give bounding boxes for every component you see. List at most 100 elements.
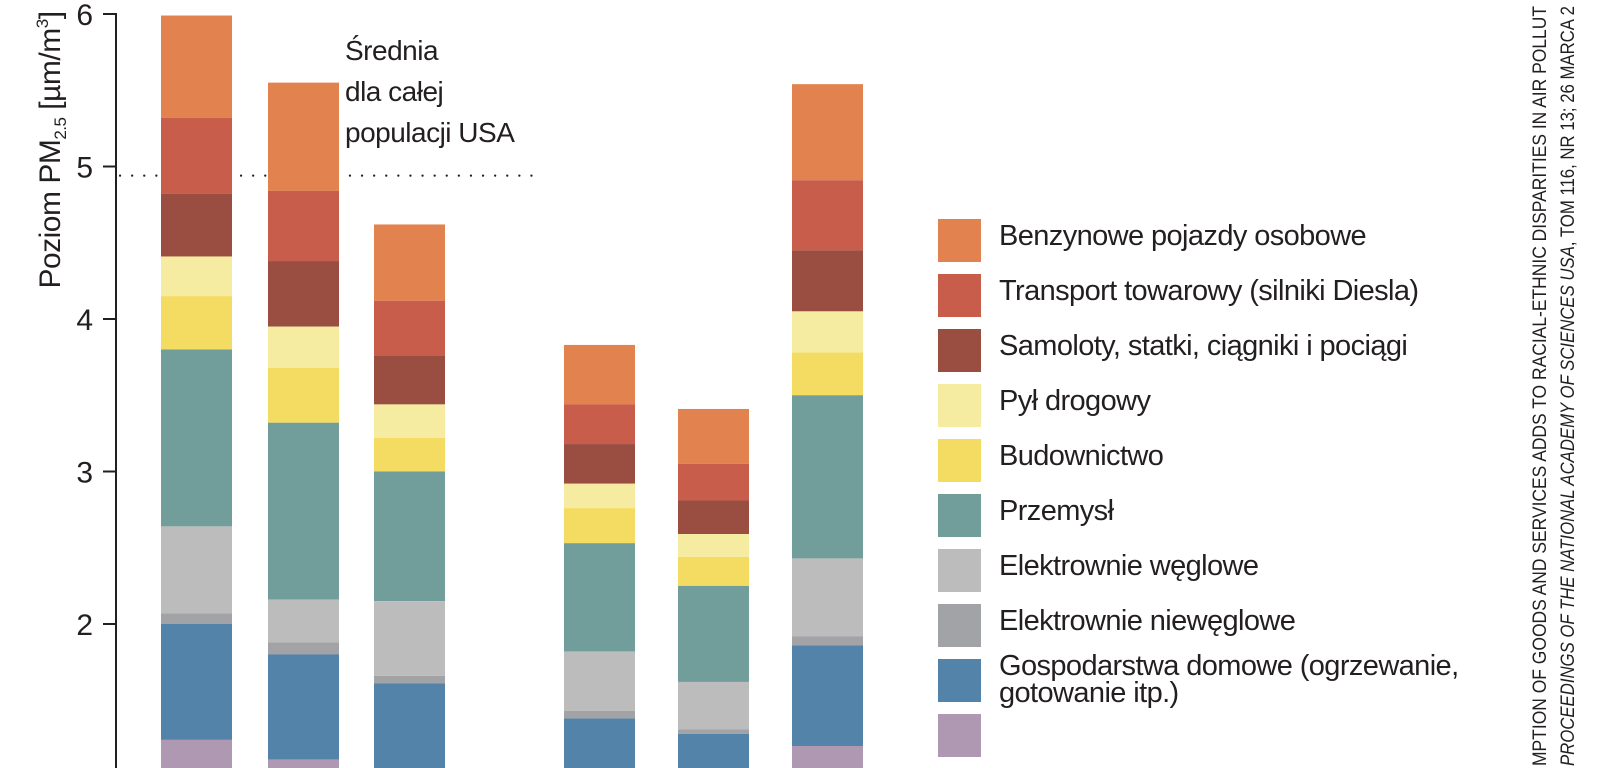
bar-5-segment-5: [678, 556, 749, 586]
bar-2-segment-9: [268, 654, 339, 760]
bar-2-segment-7: [268, 599, 339, 643]
bar-3-segment-1: [374, 224, 445, 301]
legend-swatch: [938, 384, 981, 427]
bar-4-segment-6: [564, 543, 635, 652]
bar-5-segment-3: [678, 500, 749, 535]
source-journal: PROCEEDINGS OF THE NATIONAL ACADEMY OF S…: [1558, 246, 1579, 766]
legend-label: Elektrownie węglowe: [999, 550, 1259, 582]
legend-item: Transport towarowy (silniki Diesla): [938, 274, 1578, 317]
bar-5-segment-1: [678, 408, 749, 464]
bar-4-segment-4: [564, 483, 635, 509]
legend-label: Elektrownie niewęglowe: [999, 605, 1296, 637]
bar-2-segment-5: [268, 367, 339, 423]
bar-1-segment-6: [161, 349, 232, 527]
y-axis-label-superscript: 3: [33, 19, 52, 29]
legend-swatch: [938, 714, 981, 757]
bar-6-segment-3: [792, 250, 863, 312]
source-issue: , TOM 116, NR 13; 26 MARCA 2: [1558, 6, 1579, 246]
source-line-2: PROCEEDINGS OF THE NATIONAL ACADEMY OF S…: [1558, 6, 1579, 766]
y-axis-label-subscript: 2.5: [51, 117, 70, 140]
legend-item: Budownictwo: [938, 439, 1578, 482]
bar-3-segment-6: [374, 471, 445, 602]
legend-swatch: [938, 274, 981, 317]
legend-item: Benzynowe pojazdy osobowe: [938, 219, 1578, 262]
bar-5-segment-7: [678, 681, 749, 730]
y-axis-label: Poziom PM2.5 [µm/m3]: [33, 11, 71, 288]
bar-3-segment-5: [374, 437, 445, 472]
bar-2-segment-1: [268, 82, 339, 191]
bar-1-segment-3: [161, 193, 232, 257]
legend-label: Budownictwo: [999, 440, 1164, 472]
legend-swatch: [938, 439, 981, 482]
legend-item: Elektrownie niewęglowe: [938, 604, 1578, 647]
bar-4-segment-9: [564, 718, 635, 768]
bar-1-segment-1: [161, 15, 232, 118]
bar-3-segment-3: [374, 355, 445, 405]
bar-3-segment-8: [374, 675, 445, 684]
bar-6-segment-7: [792, 558, 863, 637]
bar-6-segment-1: [792, 84, 863, 181]
bar-4-segment-2: [564, 404, 635, 445]
legend-swatch: [938, 219, 981, 262]
bar-3-segment-7: [374, 601, 445, 676]
bar-2-segment-6: [268, 422, 339, 600]
legend-label: Pył drogowy: [999, 385, 1151, 417]
bar-1-segment-7: [161, 526, 232, 614]
y-tick-label: 4: [76, 304, 93, 337]
bar-1-segment-8: [161, 613, 232, 624]
y-tick-label: 3: [76, 457, 93, 490]
legend-item: Przemysł: [938, 494, 1578, 537]
legend-item: Elektrownie węglowe: [938, 549, 1578, 592]
bar-2-segment-10: [268, 759, 339, 768]
bar-6-segment-8: [792, 636, 863, 646]
bar-6-segment-6: [792, 395, 863, 559]
bar-5-segment-9: [678, 733, 749, 768]
legend-label: Gospodarstwa domowe (ogrzewanie, gotowan…: [999, 650, 1459, 709]
bar-4-segment-7: [564, 651, 635, 711]
bar-2-segment-8: [268, 642, 339, 655]
y-axis-label-unit: [µm/m: [34, 28, 67, 118]
bar-1-segment-2: [161, 117, 232, 194]
bar-6-segment-10: [792, 746, 863, 768]
source-credit: MPTION OF GOODS AND SERVICES ADDS TO RAC…: [1530, 6, 1579, 766]
legend-swatch: [938, 329, 981, 372]
bar-5-segment-6: [678, 585, 749, 682]
legend-label: Benzynowe pojazdy osobowe: [999, 220, 1367, 252]
bar-3-segment-4: [374, 404, 445, 438]
bar-6-segment-9: [792, 645, 863, 746]
y-tick-label: 5: [76, 152, 93, 185]
legend-item: Pył drogowy: [938, 384, 1578, 427]
legend-swatch: [938, 494, 981, 537]
bar-6-segment-5: [792, 352, 863, 396]
bar-2-segment-4: [268, 326, 339, 368]
legend-label: Samoloty, statki, ciągniki i pociągi: [999, 330, 1408, 362]
bar-1-segment-4: [161, 256, 232, 297]
y-tick-label: 6: [76, 0, 93, 32]
y-axis-label-main: Poziom PM: [34, 139, 67, 289]
y-axis-label-unit-close: ]: [34, 11, 67, 20]
bar-5-segment-8: [678, 729, 749, 734]
bar-4-segment-3: [564, 444, 635, 484]
bar-2-segment-3: [268, 261, 339, 327]
legend-label: Transport towarowy (silniki Diesla): [999, 275, 1419, 307]
bar-3-segment-2: [374, 300, 445, 356]
bar-3-segment-9: [374, 683, 445, 768]
legend-swatch: [938, 604, 981, 647]
legend-item: [938, 714, 1578, 757]
bar-4-segment-5: [564, 508, 635, 544]
bar-6-segment-4: [792, 311, 863, 353]
legend-item: Samoloty, statki, ciągniki i pociągi: [938, 329, 1578, 372]
bar-6-segment-2: [792, 180, 863, 251]
legend-item: Gospodarstwa domowe (ogrzewanie, gotowan…: [938, 652, 1578, 708]
average-annotation: Średnia dla całej populacji USA: [345, 35, 515, 148]
bar-4-segment-8: [564, 710, 635, 719]
source-line-1: MPTION OF GOODS AND SERVICES ADDS TO RAC…: [1530, 6, 1551, 766]
bar-4-segment-1: [564, 344, 635, 405]
bar-1-segment-9: [161, 624, 232, 740]
bar-5-segment-2: [678, 463, 749, 501]
bar-1-segment-10: [161, 739, 232, 768]
legend-swatch: [938, 659, 981, 702]
bar-5-segment-4: [678, 534, 749, 557]
y-tick-label: 2: [76, 609, 93, 642]
bar-2-segment-2: [268, 190, 339, 262]
